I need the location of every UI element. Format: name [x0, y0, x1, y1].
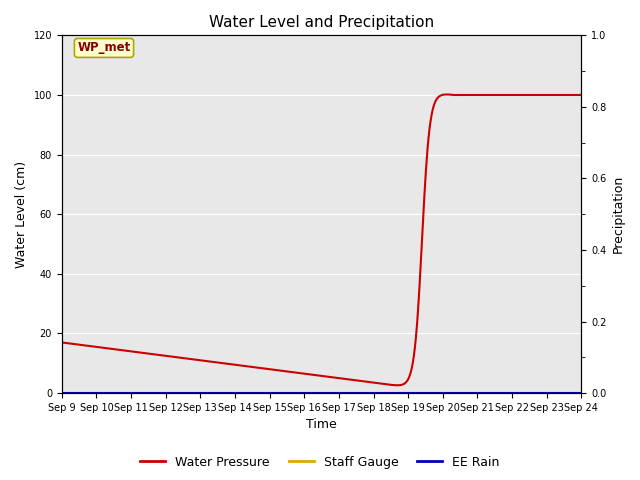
X-axis label: Time: Time: [306, 419, 337, 432]
Text: WP_met: WP_met: [77, 41, 131, 54]
Y-axis label: Precipitation: Precipitation: [612, 175, 625, 253]
Legend: Water Pressure, Staff Gauge, EE Rain: Water Pressure, Staff Gauge, EE Rain: [136, 451, 504, 474]
Title: Water Level and Precipitation: Water Level and Precipitation: [209, 15, 434, 30]
Y-axis label: Water Level (cm): Water Level (cm): [15, 161, 28, 268]
